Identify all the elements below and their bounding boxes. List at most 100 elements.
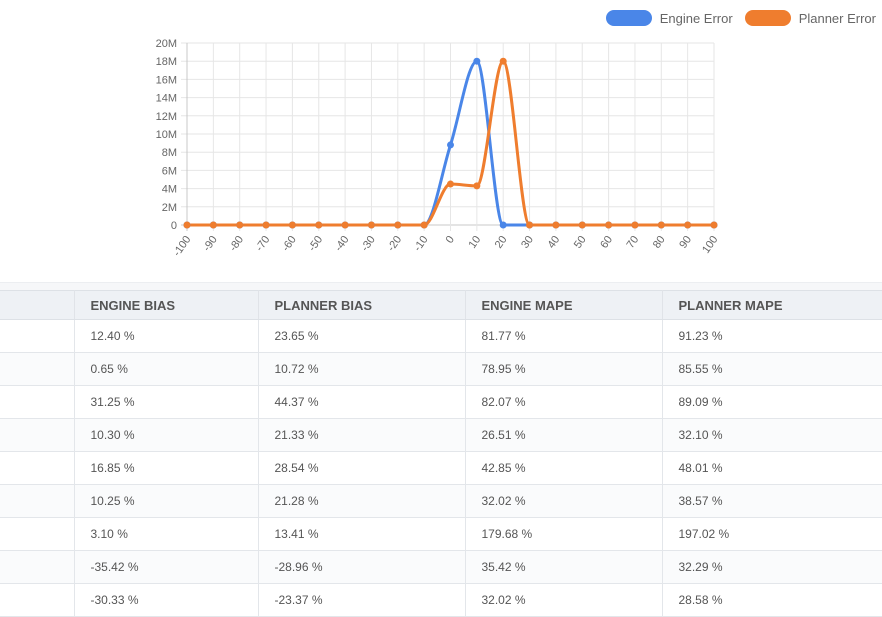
series-point-1 (578, 221, 586, 229)
series-point-1 (315, 221, 323, 229)
table-cell: 42.85 % (465, 451, 663, 485)
table-row: 0.65 % 10.72 % 78.95 % 85.55 % (0, 352, 882, 386)
table-cell: 28.58 % (662, 583, 882, 617)
header-engine-bias[interactable]: ENGINE BIAS (74, 290, 259, 320)
x-tick-label: 70 (625, 234, 642, 251)
table-cell: 78.95 % (465, 352, 663, 386)
series-point-1 (183, 221, 191, 229)
x-tick-label: 60 (598, 234, 615, 251)
table-cell: 12.40 % (74, 319, 259, 353)
table-cell (0, 319, 75, 353)
legend-label-engine: Engine Error (659, 10, 733, 26)
table-cell: 10.30 % (74, 418, 259, 452)
table-cell: 32.10 % (662, 418, 882, 452)
chart-legend: Engine Error Planner Error (605, 10, 876, 26)
series-point-1 (657, 221, 665, 229)
table-cell: 197.02 % (662, 517, 882, 551)
table-row: 10.25 % 21.28 % 32.02 % 38.57 % (0, 484, 882, 518)
y-tick-label: 8M (162, 147, 177, 159)
table-row: -30.33 % -23.37 % 32.02 % 28.58 % (0, 583, 882, 617)
header-planner-mape[interactable]: PLANNER MAPE (662, 290, 882, 320)
table-cell: 26.51 % (465, 418, 663, 452)
series-point-1 (631, 221, 639, 229)
x-tick-label: 30 (519, 234, 536, 251)
x-tick-label: 20 (493, 234, 510, 251)
series-point-1 (288, 221, 296, 229)
y-tick-label: 18M (156, 56, 177, 68)
table-cell: 89.09 % (662, 385, 882, 419)
x-tick-label: -90 (201, 234, 220, 254)
table-cell: 21.28 % (258, 484, 466, 518)
series-point-1 (552, 221, 560, 229)
table-cell: 81.77 % (465, 319, 663, 353)
series-point-1 (526, 221, 534, 229)
y-tick-label: 14M (156, 93, 177, 105)
table-cell: 23.65 % (258, 319, 466, 353)
series-point-1 (499, 57, 507, 65)
y-tick-label: 4M (162, 184, 177, 196)
table-cell: 0.65 % (74, 352, 259, 386)
x-tick-label: -10 (412, 234, 431, 254)
x-tick-label: -70 (254, 234, 273, 254)
table-row: 31.25 % 44.37 % 82.07 % 89.09 % (0, 385, 882, 419)
metrics-table: ENGINE BIAS PLANNER BIAS ENGINE MAPE PLA… (0, 290, 882, 617)
table-cell (0, 418, 75, 452)
legend-swatch-planner (744, 10, 791, 26)
x-tick-label: 80 (651, 234, 668, 251)
series-point-1 (473, 182, 481, 190)
x-tick-label: 10 (466, 234, 483, 251)
table-cell: -23.37 % (258, 583, 466, 617)
series-point-0 (473, 57, 481, 65)
x-tick-label: 50 (572, 234, 589, 251)
x-tick-label: -40 (333, 234, 352, 254)
x-tick-label: 40 (546, 234, 563, 251)
y-tick-label: 6M (162, 165, 177, 177)
table-cell: 31.25 % (74, 385, 259, 419)
header-planner-bias[interactable]: PLANNER BIAS (258, 290, 466, 320)
y-tick-label: 20M (156, 38, 177, 50)
table-cell: 32.29 % (662, 550, 882, 584)
table-row: 16.85 % 28.54 % 42.85 % 48.01 % (0, 451, 882, 485)
series-point-1 (710, 221, 718, 229)
table-row: -35.42 % -28.96 % 35.42 % 32.29 % (0, 550, 882, 584)
header-cell[interactable] (0, 290, 75, 320)
table-cell: -28.96 % (258, 550, 466, 584)
series-point-1 (341, 221, 349, 229)
series-point-0 (499, 221, 507, 229)
table-cell: 3.10 % (74, 517, 259, 551)
table-cell (0, 517, 75, 551)
table-cell: 179.68 % (465, 517, 663, 551)
table-cell: 82.07 % (465, 385, 663, 419)
table-cell: 44.37 % (258, 385, 466, 419)
x-tick-label: -30 (359, 234, 378, 254)
series-point-1 (236, 221, 244, 229)
x-tick-label: 90 (677, 234, 694, 251)
table-cell: -35.42 % (74, 550, 259, 584)
series-point-1 (447, 180, 454, 188)
table-cell: 10.72 % (258, 352, 466, 386)
y-tick-label: 10M (156, 129, 177, 141)
series-point-1 (605, 221, 613, 229)
x-tick-label: 100 (700, 234, 720, 256)
error-distribution-chart: 0 2M 4M 6M 8M 10M 12M 14M 16M 18M 20M -100 -90 -80 -70… (0, 0, 882, 282)
legend-item-engine-error[interactable]: Engine Error (605, 10, 733, 26)
header-engine-mape[interactable]: ENGINE MAPE (465, 290, 663, 320)
table-cell (0, 550, 75, 584)
x-tick-label: -60 (280, 234, 299, 254)
table-row: 10.30 % 21.33 % 26.51 % 32.10 % (0, 418, 882, 452)
table-cell (0, 484, 75, 518)
table-cell: 35.42 % (465, 550, 663, 584)
y-tick-label: 0 (171, 220, 177, 232)
series-point-1 (209, 221, 217, 229)
series-point-1 (262, 221, 270, 229)
series-point-0 (447, 141, 454, 149)
table-cell (0, 451, 75, 485)
y-tick-label: 16M (156, 74, 177, 86)
legend-item-planner-error[interactable]: Planner Error (744, 10, 876, 26)
legend-swatch-engine (605, 10, 652, 26)
series-point-1 (367, 221, 375, 229)
legend-label-planner: Planner Error (798, 10, 876, 26)
series-point-1 (394, 221, 402, 229)
x-tick-label: 0 (444, 234, 457, 246)
series-point-1 (684, 221, 692, 229)
